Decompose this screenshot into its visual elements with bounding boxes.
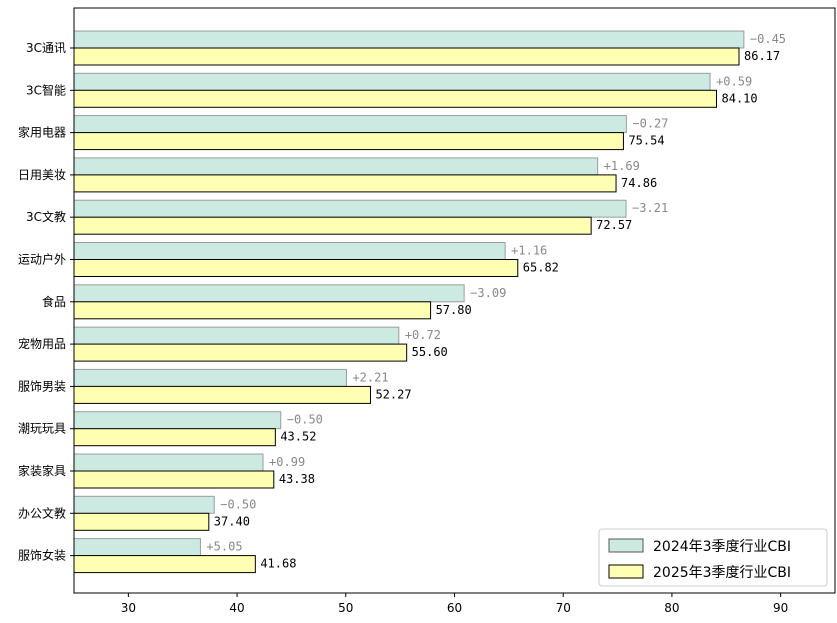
delta-label-6: −3.09 (470, 286, 506, 300)
delta-label-8: +2.21 (352, 370, 388, 384)
bar-2025-10 (73, 470, 275, 489)
value-label-10: 43.38 (279, 472, 315, 486)
delta-label-9: −0.50 (287, 413, 323, 427)
delta-label-1: +0.59 (716, 74, 752, 88)
delta-label-11: −0.50 (220, 497, 256, 511)
x-tick-label-1: 40 (229, 601, 244, 615)
value-label-3: 74.86 (621, 176, 657, 190)
x-tick-label-2: 50 (338, 601, 353, 615)
delta-label-2: −0.27 (632, 117, 668, 131)
y-tick-label-11: 办公文教 (18, 505, 66, 520)
bar-2025-11 (73, 512, 210, 531)
y-tick-label-3: 日用美妆 (18, 168, 66, 182)
y-tick-label-1: 3C智能 (26, 82, 66, 97)
value-label-8: 52.27 (375, 387, 411, 401)
legend-label-2024: 2024年3季度行业CBI (653, 539, 791, 555)
x-tick-label-4: 70 (556, 601, 571, 615)
y-tick-label-5: 运动户外 (18, 252, 66, 267)
delta-label-4: −3.21 (632, 201, 668, 215)
y-tick-label-4: 3C文教 (26, 209, 66, 224)
delta-label-10: +0.99 (269, 455, 305, 469)
bar-2025-0 (73, 47, 740, 66)
delta-label-7: +0.72 (405, 328, 441, 342)
x-tick-label-0: 30 (121, 601, 136, 615)
bar-2025-2 (73, 132, 624, 151)
value-label-1: 84.10 (722, 91, 758, 105)
x-tick-label-3: 60 (447, 601, 462, 615)
bar-2025-6 (73, 301, 432, 320)
bar-2024-3 (73, 157, 599, 176)
bar-2024-4 (73, 199, 627, 218)
bar-2025-4 (73, 216, 592, 235)
delta-label-0: −0.45 (750, 32, 786, 46)
value-label-7: 55.60 (412, 345, 448, 359)
bar-2025-12 (73, 555, 256, 574)
value-label-5: 65.82 (523, 261, 559, 275)
y-tick-label-0: 3C通讯 (26, 41, 66, 55)
bar-2025-5 (73, 259, 519, 277)
bar-2024-12 (73, 538, 201, 557)
bar-2025-9 (73, 428, 276, 447)
y-tick-label-9: 潮玩玩具 (18, 421, 66, 436)
bar-2025-1 (73, 89, 718, 108)
y-tick-label-7: 宠物用品 (18, 336, 66, 351)
y-tick-label-10: 家装家具 (18, 463, 66, 478)
y-tick-label-6: 食品 (42, 294, 66, 309)
value-label-6: 57.80 (436, 303, 472, 317)
y-tick-label-12: 服饰女装 (18, 548, 66, 563)
x-tick-label-5: 80 (664, 601, 679, 615)
delta-label-12: +5.05 (206, 540, 242, 554)
bar-2024-5 (73, 242, 506, 260)
bar-2024-7 (73, 326, 400, 345)
value-label-2: 75.54 (628, 134, 664, 148)
y-tick-label-2: 家用电器 (18, 125, 66, 140)
delta-label-3: +1.69 (604, 159, 640, 173)
legend-swatch-2025 (608, 564, 644, 579)
value-label-9: 43.52 (280, 430, 316, 444)
bar-2024-10 (73, 453, 264, 472)
legend: 2024年3季度行业CBI 2025年3季度行业CBI (598, 528, 828, 587)
bar-2024-11 (73, 495, 215, 514)
bar-2025-3 (73, 174, 617, 193)
bar-2025-7 (73, 343, 408, 362)
delta-label-5: +1.16 (511, 244, 547, 258)
value-label-11: 37.40 (214, 514, 250, 528)
bar-2024-0 (73, 30, 745, 49)
bar-2024-1 (73, 72, 711, 91)
legend-frame (598, 528, 828, 587)
value-label-12: 41.68 (260, 557, 296, 571)
bar-2024-9 (73, 411, 282, 430)
value-label-0: 86.17 (744, 49, 780, 63)
x-tick-label-6: 90 (773, 601, 788, 615)
value-label-4: 72.57 (596, 218, 632, 232)
bars-layer (73, 30, 745, 574)
bar-2024-2 (73, 115, 627, 134)
x-axis: 30 40 50 60 70 80 90 (121, 593, 788, 615)
legend-swatch-2024 (608, 538, 644, 553)
bar-2025-8 (73, 385, 371, 404)
y-tick-label-8: 服饰男装 (18, 379, 66, 393)
bar-2024-8 (73, 368, 347, 387)
legend-label-2025: 2025年3季度行业CBI (653, 565, 791, 581)
labels-layer: −0.45 86.17 +0.59 84.10 −0.27 75.54 +1.69 74.86… (206, 32, 786, 571)
bar-2024-6 (73, 284, 465, 303)
